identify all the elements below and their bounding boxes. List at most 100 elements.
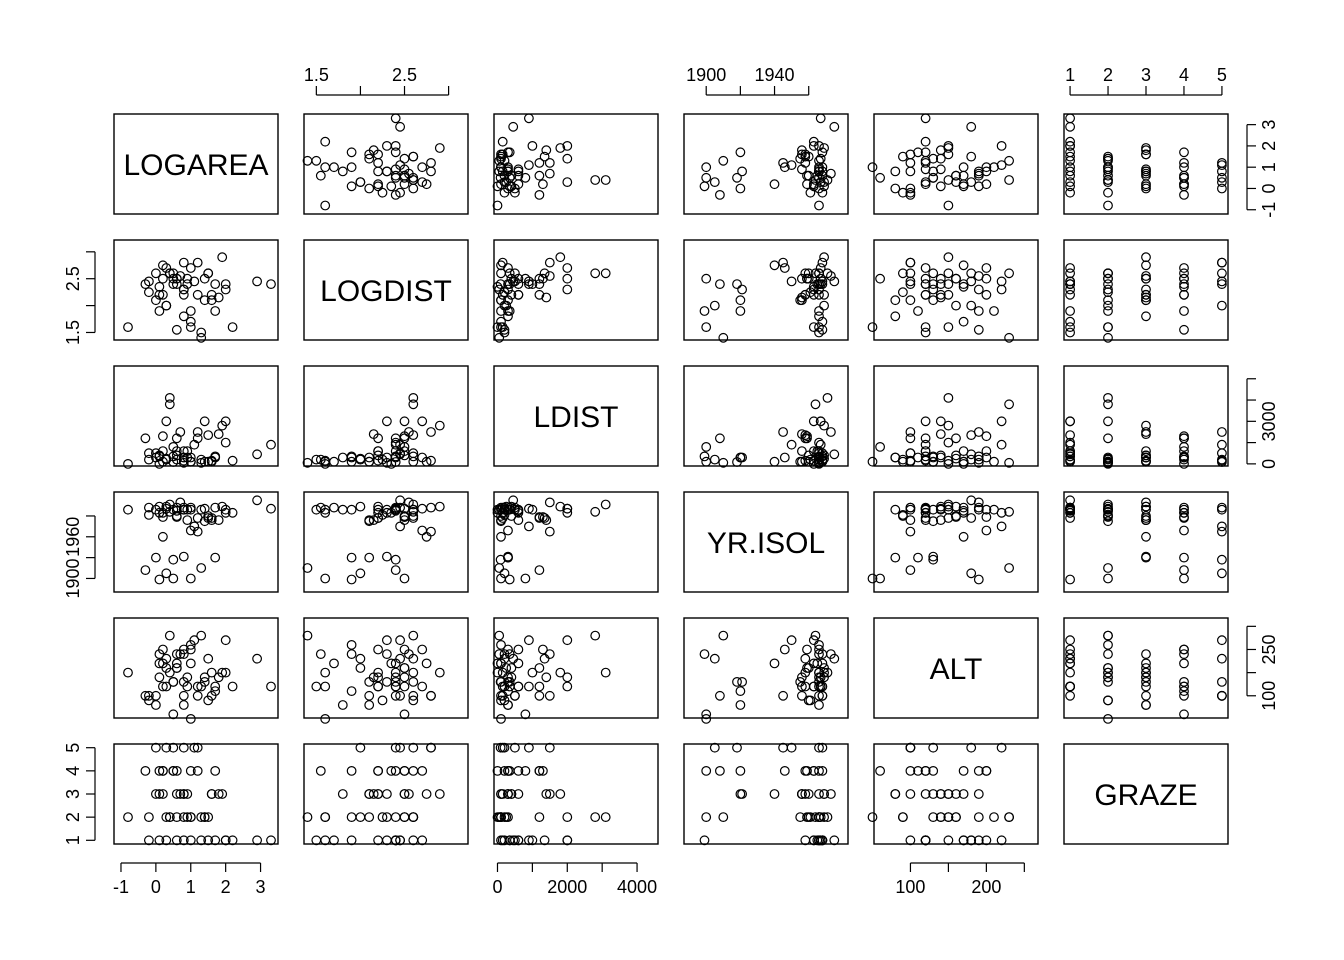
data-point	[143, 510, 154, 520]
tick-label: 2.5	[63, 266, 83, 291]
data-point	[395, 835, 406, 846]
data-point	[958, 505, 969, 516]
data-point	[506, 663, 517, 673]
data-point	[1141, 181, 1151, 192]
data-point	[920, 279, 931, 290]
data-point	[178, 284, 189, 295]
data-point	[1216, 172, 1227, 183]
data-point	[829, 121, 840, 132]
data-point	[210, 279, 221, 290]
data-point	[390, 147, 401, 158]
data-point	[492, 322, 503, 333]
data-point	[390, 439, 401, 450]
data-point	[408, 499, 419, 510]
data-point	[503, 789, 513, 799]
data-point	[1141, 273, 1151, 284]
data-point	[203, 268, 214, 279]
data-point	[192, 690, 203, 701]
data-point	[503, 504, 513, 515]
panel-frame	[1063, 617, 1229, 719]
data-point	[814, 306, 824, 316]
data-point	[496, 516, 506, 527]
data-point	[544, 271, 555, 281]
panel-frame	[113, 617, 279, 719]
data-point	[1141, 252, 1151, 263]
data-point	[928, 295, 939, 306]
data-point	[814, 789, 824, 799]
data-point	[699, 649, 710, 659]
data-point	[408, 504, 419, 515]
data-point	[143, 502, 154, 513]
panel-graze-vs-graze: GRAZE	[1063, 743, 1229, 845]
data-point	[213, 789, 224, 799]
data-point	[562, 507, 573, 518]
data-point	[1103, 322, 1113, 333]
data-point	[973, 324, 984, 335]
data-point	[1065, 187, 1075, 198]
data-point	[395, 495, 406, 506]
data-point	[1216, 635, 1227, 646]
data-point	[368, 789, 379, 799]
data-point	[1216, 504, 1227, 515]
data-point	[1179, 279, 1189, 290]
data-point	[252, 653, 263, 664]
data-point	[408, 812, 419, 822]
data-point	[182, 789, 193, 799]
data-point	[1103, 649, 1113, 659]
data-point	[1065, 140, 1075, 151]
data-point	[795, 295, 806, 306]
tick-label: 1960	[63, 517, 83, 557]
data-point	[890, 789, 901, 799]
data-point	[346, 640, 357, 650]
data-point	[905, 276, 916, 287]
data-point	[494, 630, 505, 641]
data-point	[981, 504, 992, 515]
data-point	[320, 573, 331, 584]
data-point	[168, 677, 179, 687]
data-point	[1103, 268, 1113, 279]
data-point	[506, 672, 517, 683]
data-point	[815, 273, 826, 284]
data-point	[192, 433, 203, 444]
data-point	[373, 766, 384, 776]
data-point	[802, 273, 812, 284]
data-point	[935, 145, 946, 156]
data-point	[206, 295, 217, 306]
data-point	[185, 456, 196, 467]
data-point	[154, 450, 165, 461]
data-point	[1179, 433, 1189, 444]
data-point	[905, 456, 916, 467]
data-point	[1103, 416, 1113, 427]
panel-frame	[1063, 113, 1229, 215]
data-point	[562, 177, 573, 188]
data-point	[718, 332, 729, 343]
data-point	[928, 284, 939, 295]
data-point	[164, 268, 175, 279]
data-point	[1065, 279, 1075, 290]
tick-label: 100	[895, 877, 925, 897]
data-point	[203, 835, 214, 846]
panel-graze-vs-logarea	[113, 742, 279, 846]
data-point	[996, 742, 1007, 753]
data-point	[958, 835, 969, 846]
data-point	[399, 672, 410, 683]
data-point	[867, 456, 878, 467]
tick-label: 1.5	[63, 320, 83, 345]
panel-logdist-vs-ldist	[492, 239, 659, 343]
data-point	[769, 456, 780, 467]
panel-logarea-vs-logarea: LOGAREA	[113, 113, 279, 215]
data-point	[210, 451, 221, 462]
data-point	[814, 640, 824, 650]
data-point	[1065, 451, 1075, 462]
data-point	[920, 416, 931, 427]
data-point	[373, 501, 384, 512]
data-point	[797, 273, 807, 284]
data-point	[185, 306, 196, 316]
data-point	[1179, 431, 1189, 442]
data-point	[504, 681, 515, 692]
data-point	[779, 263, 790, 273]
data-point	[989, 504, 999, 515]
data-point	[123, 322, 133, 333]
data-point	[1065, 658, 1075, 669]
data-point	[1141, 501, 1151, 512]
